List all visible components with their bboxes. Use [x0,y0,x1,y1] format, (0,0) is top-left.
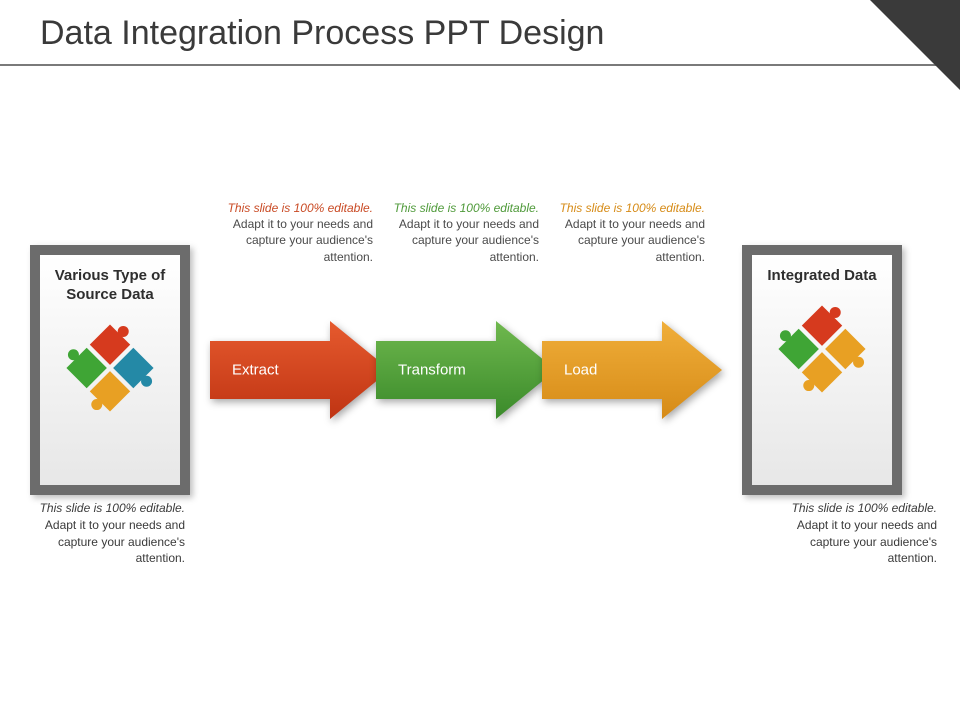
target-puzzle-icon [760,294,884,404]
corner-triangle [870,0,960,90]
target-card-caption: This slide is 100% editable. Adapt it to… [772,500,937,567]
arrow-label: Extract [232,362,279,379]
target-card-title: Integrated Data [760,267,884,286]
arrow-label: Load [564,362,597,379]
arrow-caption-load: This slide is 100% editable. Adapt it to… [540,200,705,265]
diagram-stage: Various Type of Source Data Extract Trans… [30,230,930,510]
title-underline [0,64,960,66]
arrow-caption-transform: This slide is 100% editable. Adapt it to… [374,200,539,265]
page-title: Data Integration Process PPT Design [40,14,604,53]
arrow-caption-extract: This slide is 100% editable. Adapt it to… [208,200,373,265]
source-puzzle-icon [48,313,172,423]
source-card-title: Various Type of Source Data [48,267,172,305]
arrow-label: Transform [398,362,466,379]
target-card: Integrated Data [742,245,902,495]
arrow-transform: Transform [376,321,556,419]
source-card: Various Type of Source Data [30,245,190,495]
arrow-extract: Extract [210,321,390,419]
process-arrows: Extract Transform Load [210,321,722,419]
arrow-load: Load [542,321,722,419]
source-card-caption: This slide is 100% editable. Adapt it to… [20,500,185,567]
